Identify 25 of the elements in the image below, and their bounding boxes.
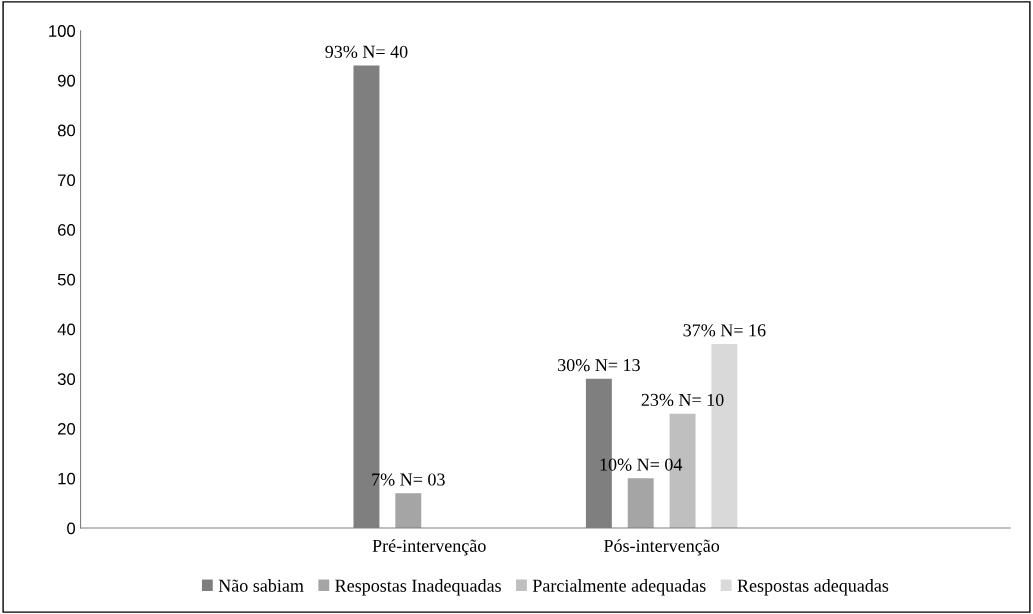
y-tick-label: 70 [58, 174, 76, 187]
bar [627, 478, 654, 529]
data-label: 37% N= 16 [683, 324, 766, 337]
data-label: 30% N= 13 [558, 359, 640, 372]
data-label: 93% N= 40 [325, 45, 408, 58]
data-label: 7% N= 03 [372, 473, 445, 486]
y-tick-label: 30 [57, 373, 76, 386]
y-tick-label: 90 [57, 74, 76, 87]
legend-label: Não sabiam [218, 579, 304, 592]
data-label: 10% N= 04 [600, 458, 683, 471]
bar [395, 493, 422, 529]
x-tick-label: Pré-intervenção [372, 539, 486, 556]
y-tick-label: 10 [58, 472, 76, 485]
y-tick-label: 80 [57, 124, 76, 137]
y-tick-label: 50 [57, 273, 76, 286]
y-tick-label: 0 [67, 522, 76, 535]
y-tick-label: 60 [58, 224, 76, 236]
legend-label: Parcialmente adequadas [532, 579, 706, 596]
legend-label: Respostas Inadequadas [335, 579, 501, 596]
x-tick-label: Pós-intervenção [603, 539, 720, 556]
y-tick-label: 100 [49, 25, 76, 37]
y-tick-label: 40 [57, 323, 76, 336]
data-label: 23% N= 10 [641, 393, 724, 407]
y-tick-label: 20 [58, 422, 76, 435]
legend-label: Respostas adequadas [737, 579, 889, 596]
